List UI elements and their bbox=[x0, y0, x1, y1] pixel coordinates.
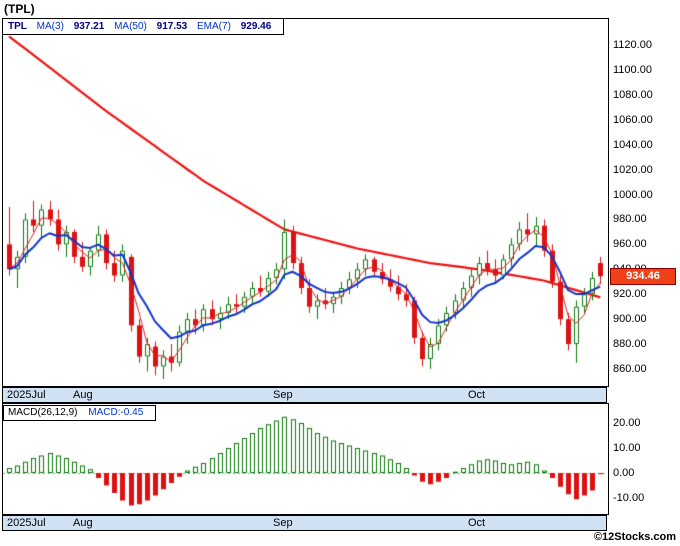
macd-chart-canvas bbox=[3, 404, 608, 514]
current-price-badge: 934.46 bbox=[610, 268, 676, 285]
date-label: 2025Jul bbox=[7, 517, 46, 529]
page-title: (TPL) bbox=[4, 2, 35, 16]
price-axis-tick: 1100.00 bbox=[613, 64, 652, 76]
macd-axis-tick: 20.00 bbox=[613, 417, 641, 429]
price-axis-tick: 1040.00 bbox=[613, 139, 653, 151]
date-label: 2025Jul bbox=[7, 389, 46, 401]
macd-axis-tick: 0.00 bbox=[613, 467, 635, 479]
date-label: Sep bbox=[273, 389, 293, 401]
price-axis-tick: 920.00 bbox=[613, 288, 647, 300]
price-axis-tick: 1120.00 bbox=[613, 39, 652, 51]
macd-name: MACD(26,12,9) bbox=[8, 407, 78, 418]
ma3-value: 937.21 bbox=[73, 21, 105, 32]
price-axis-tick: 960.00 bbox=[613, 238, 647, 250]
price-chart-canvas bbox=[3, 19, 608, 386]
ema7-label: EMA(7) bbox=[197, 21, 231, 32]
macd-value: MACD:-0.45 bbox=[88, 407, 144, 418]
price-axis-tick: 860.00 bbox=[613, 363, 647, 375]
macd-panel bbox=[2, 403, 609, 515]
date-label: Oct bbox=[468, 389, 486, 401]
watermark: ©12Stocks.com bbox=[593, 531, 676, 543]
date-axis-lower: 2025Jul Aug Sep Oct bbox=[2, 515, 607, 531]
symbol-label: TPL bbox=[8, 21, 27, 32]
date-label: Aug bbox=[73, 389, 93, 401]
macd-axis-tick: 10.00 bbox=[613, 442, 641, 454]
ma3-label: MA(3) bbox=[36, 21, 64, 32]
ema7-value: 929.46 bbox=[240, 21, 272, 32]
ma50-value: 917.53 bbox=[156, 21, 188, 32]
price-axis-tick: 980.00 bbox=[613, 213, 647, 225]
price-axis-tick: 880.00 bbox=[613, 338, 647, 350]
price-axis-tick: 900.00 bbox=[613, 313, 647, 325]
date-label: Aug bbox=[73, 517, 93, 529]
date-axis-upper: 2025Jul Aug Sep Oct bbox=[2, 387, 607, 403]
price-chart-panel bbox=[2, 18, 609, 387]
price-axis-tick: 1080.00 bbox=[613, 89, 653, 101]
ma50-label: MA(50) bbox=[114, 21, 147, 32]
price-axis-tick: 1020.00 bbox=[613, 164, 653, 176]
indicator-legend: TPL MA(3) 937.21 MA(50) 917.53 EMA(7) 92… bbox=[2, 18, 285, 35]
price-axis-tick: 1060.00 bbox=[613, 114, 653, 126]
macd-legend: MACD(26,12,9) MACD:-0.45 bbox=[3, 405, 157, 421]
macd-axis-tick: -10.00 bbox=[613, 492, 645, 504]
price-axis-tick: 1000.00 bbox=[613, 189, 653, 201]
date-label: Sep bbox=[273, 517, 293, 529]
date-label: Oct bbox=[468, 517, 486, 529]
